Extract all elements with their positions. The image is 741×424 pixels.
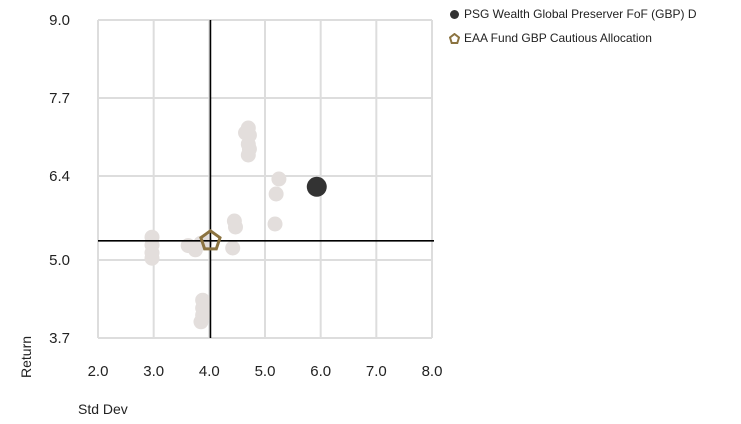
peer-point bbox=[240, 147, 256, 163]
x-tick-label: 8.0 bbox=[422, 363, 443, 380]
peer-point bbox=[144, 250, 160, 266]
y-tick-label: 9.0 bbox=[49, 12, 70, 29]
legend-label-fund: PSG Wealth Global Preserver FoF (GBP) D bbox=[464, 7, 697, 21]
peer-point bbox=[226, 213, 242, 229]
x-tick-label: 6.0 bbox=[310, 363, 331, 380]
peer-point bbox=[225, 240, 241, 256]
legend-item-category: EAA Fund GBP Cautious Allocation bbox=[449, 29, 697, 47]
crosshair-lines bbox=[98, 20, 434, 338]
peer-point bbox=[193, 314, 209, 330]
legend-circle-icon bbox=[450, 9, 459, 19]
y-tick-label: 6.4 bbox=[49, 168, 70, 185]
peer-point bbox=[267, 216, 283, 232]
x-axis-title: Std Dev bbox=[78, 401, 128, 417]
legend: PSG Wealth Global Preserver FoF (GBP) D … bbox=[449, 5, 697, 53]
x-tick-label: 7.0 bbox=[366, 363, 387, 380]
legend-pentagon-icon bbox=[449, 32, 460, 44]
legend-item-fund: PSG Wealth Global Preserver FoF (GBP) D bbox=[449, 5, 697, 23]
x-tick-label: 3.0 bbox=[143, 363, 164, 380]
legend-label-category: EAA Fund GBP Cautious Allocation bbox=[464, 31, 652, 45]
y-tick-label: 7.7 bbox=[49, 90, 70, 107]
x-tick-label: 2.0 bbox=[88, 363, 109, 380]
x-tick-label: 4.0 bbox=[199, 363, 220, 380]
x-tick-label: 5.0 bbox=[255, 363, 276, 380]
category-point bbox=[199, 228, 222, 251]
peer-point bbox=[268, 186, 284, 202]
y-axis-title: Return bbox=[18, 336, 34, 378]
series-points bbox=[199, 176, 327, 251]
grid-lines bbox=[97, 19, 433, 339]
y-tick-label: 5.0 bbox=[49, 252, 70, 269]
fund-point bbox=[306, 176, 327, 197]
peer-point bbox=[271, 171, 287, 187]
tick-labels: 2.0 3.0 4.0 5.0 6.0 7.0 8.0 3.7 5.0 6.4 7.7 9.0 bbox=[49, 12, 442, 380]
y-tick-label: 3.7 bbox=[49, 330, 70, 347]
